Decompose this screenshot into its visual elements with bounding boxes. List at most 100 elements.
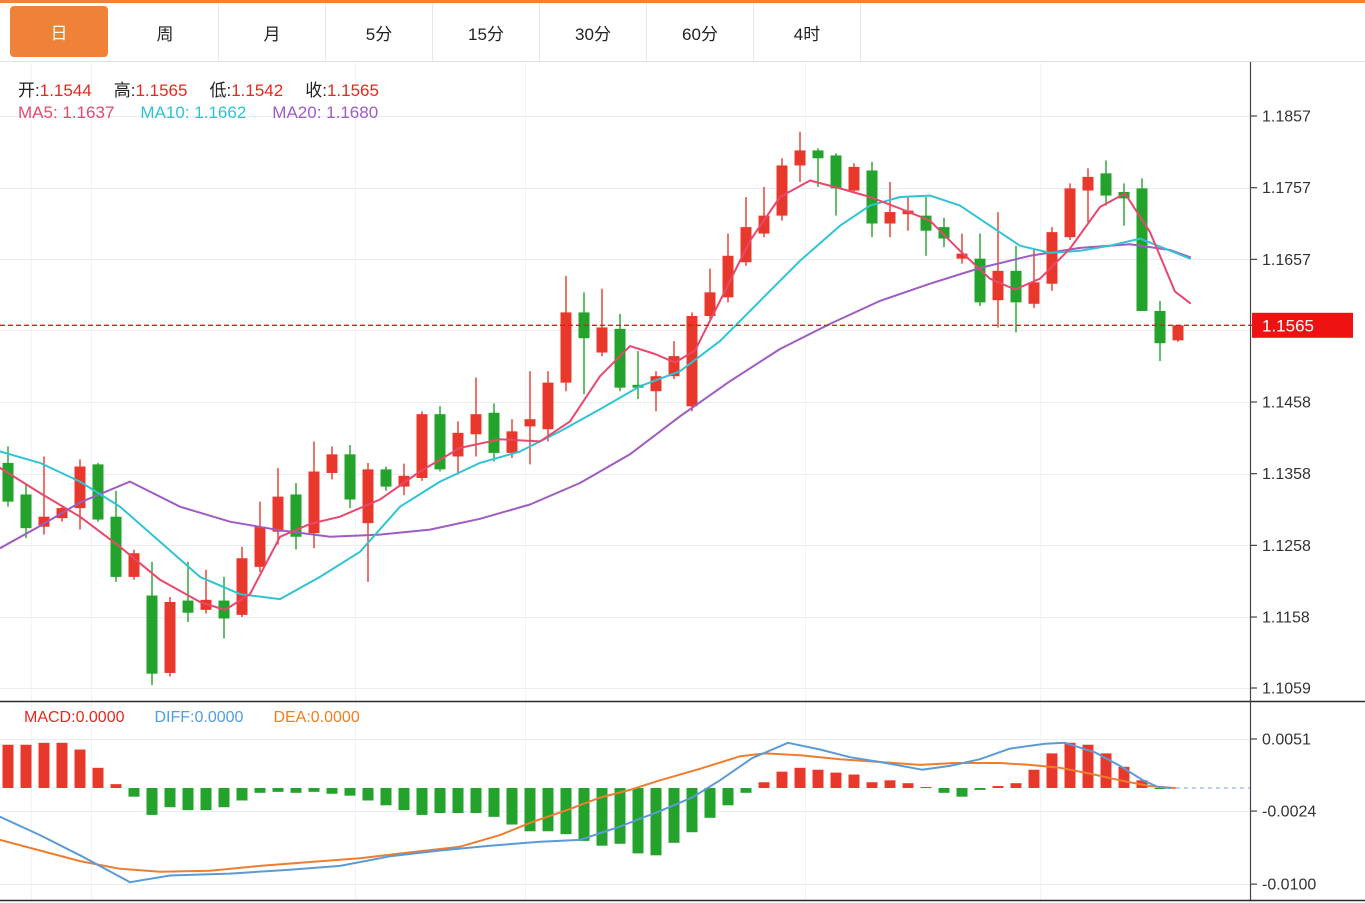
macd-bar [722, 788, 734, 806]
tab-60分[interactable]: 60分 [647, 3, 754, 61]
dea-value: DEA:0.0000 [273, 709, 360, 726]
macd-bar [884, 780, 896, 788]
macd-bar [56, 742, 68, 788]
macd-bar [758, 782, 770, 788]
candle-body [1028, 282, 1040, 304]
macd-bar [434, 788, 446, 813]
tab-日[interactable]: 日 [10, 6, 108, 57]
macd-bar [218, 788, 230, 808]
macd-bar [2, 744, 14, 788]
macd-bar [1046, 753, 1058, 788]
high-value: 1.1565 [135, 81, 188, 100]
price-tick-label: 1.1857 [1262, 109, 1311, 126]
vertical-gridlines [31, 63, 1041, 900]
macd-bar [344, 788, 356, 796]
candle-body [380, 469, 392, 487]
candle-body [254, 526, 266, 567]
candle-body [1118, 191, 1130, 199]
macd-bar [182, 788, 194, 811]
candle-body [110, 516, 122, 577]
candle-body [308, 471, 320, 534]
macd-bar [974, 788, 986, 790]
macd-bar [20, 744, 32, 788]
candle-body [434, 414, 446, 470]
macd-tick-label: -0.0100 [1262, 877, 1316, 894]
macd-bar [1154, 788, 1166, 789]
price-tick-label: 1.1059 [1262, 681, 1311, 698]
macd-bar [254, 788, 266, 793]
diff-line [0, 741, 1171, 884]
price-tick-label: 1.1657 [1262, 252, 1311, 269]
macd-bar [668, 788, 680, 843]
candle-body [1172, 325, 1184, 341]
tab-15分[interactable]: 15分 [433, 3, 540, 61]
candle-body [74, 466, 86, 509]
macd-bar [380, 788, 392, 806]
candle-body [1154, 310, 1166, 344]
tab-月[interactable]: 月 [219, 3, 326, 61]
macd-bar [848, 774, 860, 788]
candle-body [182, 600, 194, 613]
candle-body [614, 328, 626, 388]
macd-bar [812, 769, 824, 788]
tab-周[interactable]: 周 [112, 3, 219, 61]
interval-tabbar: 日周月 5分 15分 30分 60分 4时 [0, 0, 1365, 62]
candle-body [146, 595, 158, 674]
macd-bar [1118, 766, 1130, 788]
macd-value: MACD:0.0000 [24, 709, 125, 726]
open-label: 开: [18, 81, 40, 100]
low-value: 1.1542 [231, 81, 284, 100]
candle-body [416, 414, 428, 478]
macd-bar [524, 788, 536, 832]
candle-body [542, 382, 554, 430]
macd-bar [614, 788, 626, 844]
candle-body [650, 376, 662, 392]
macd-bar [632, 788, 644, 854]
macd-bar [164, 788, 176, 808]
macd-bar [362, 788, 374, 801]
macd-bar [1100, 753, 1112, 788]
macd-bar [992, 786, 1004, 788]
candle-body [560, 312, 572, 383]
price-tick-label: 1.1358 [1262, 466, 1311, 483]
macd-bar [830, 772, 842, 788]
macd-histogram [2, 742, 1166, 856]
macd-bar [398, 788, 410, 811]
candle-body [758, 215, 770, 234]
tab-30分[interactable]: 30分 [540, 3, 647, 61]
price-axis-ticks: 1.1857 1.1757 1.1657 1.1458 1.1358 1.1258 1.11… [1250, 109, 1311, 698]
macd-bar [290, 788, 302, 793]
candle-body [38, 516, 50, 527]
quote-row: 开:1.1544 高:1.1565 低:1.1542 收:1.1565 [18, 76, 401, 101]
price-tick-label: 1.1458 [1262, 395, 1311, 412]
tab-4时[interactable]: 4时 [754, 3, 861, 61]
macd-header-row: MACD:0.0000 DIFF:0.0000 DEA:0.0000 [24, 709, 360, 727]
macd-bar [596, 788, 608, 846]
candle-body [920, 215, 932, 231]
tab-5分[interactable]: 5分 [326, 3, 433, 61]
macd-bar [92, 767, 104, 788]
current-price-badge: 1.1565 [1252, 312, 1353, 338]
macd-tick-label: 0.0051 [1262, 731, 1311, 748]
candle-body [290, 494, 302, 537]
candle-body [344, 454, 356, 500]
candle-body [884, 212, 896, 224]
candle-body [398, 475, 410, 487]
macd-bar [236, 788, 248, 801]
candle-body [164, 601, 176, 673]
macd-bar [866, 782, 878, 788]
macd-bar [542, 788, 554, 832]
ma10-legend: MA10: 1.1662 [140, 103, 247, 122]
macd-bar [74, 749, 86, 788]
macd-bar [128, 788, 140, 797]
macd-bar [308, 788, 320, 792]
macd-bar [920, 787, 932, 789]
macd-bar [326, 788, 338, 794]
candle-body [20, 494, 32, 529]
macd-bar [200, 788, 212, 811]
macd-bar [1010, 783, 1022, 788]
macd-bar [470, 788, 482, 813]
ma5-line [0, 179, 1191, 611]
